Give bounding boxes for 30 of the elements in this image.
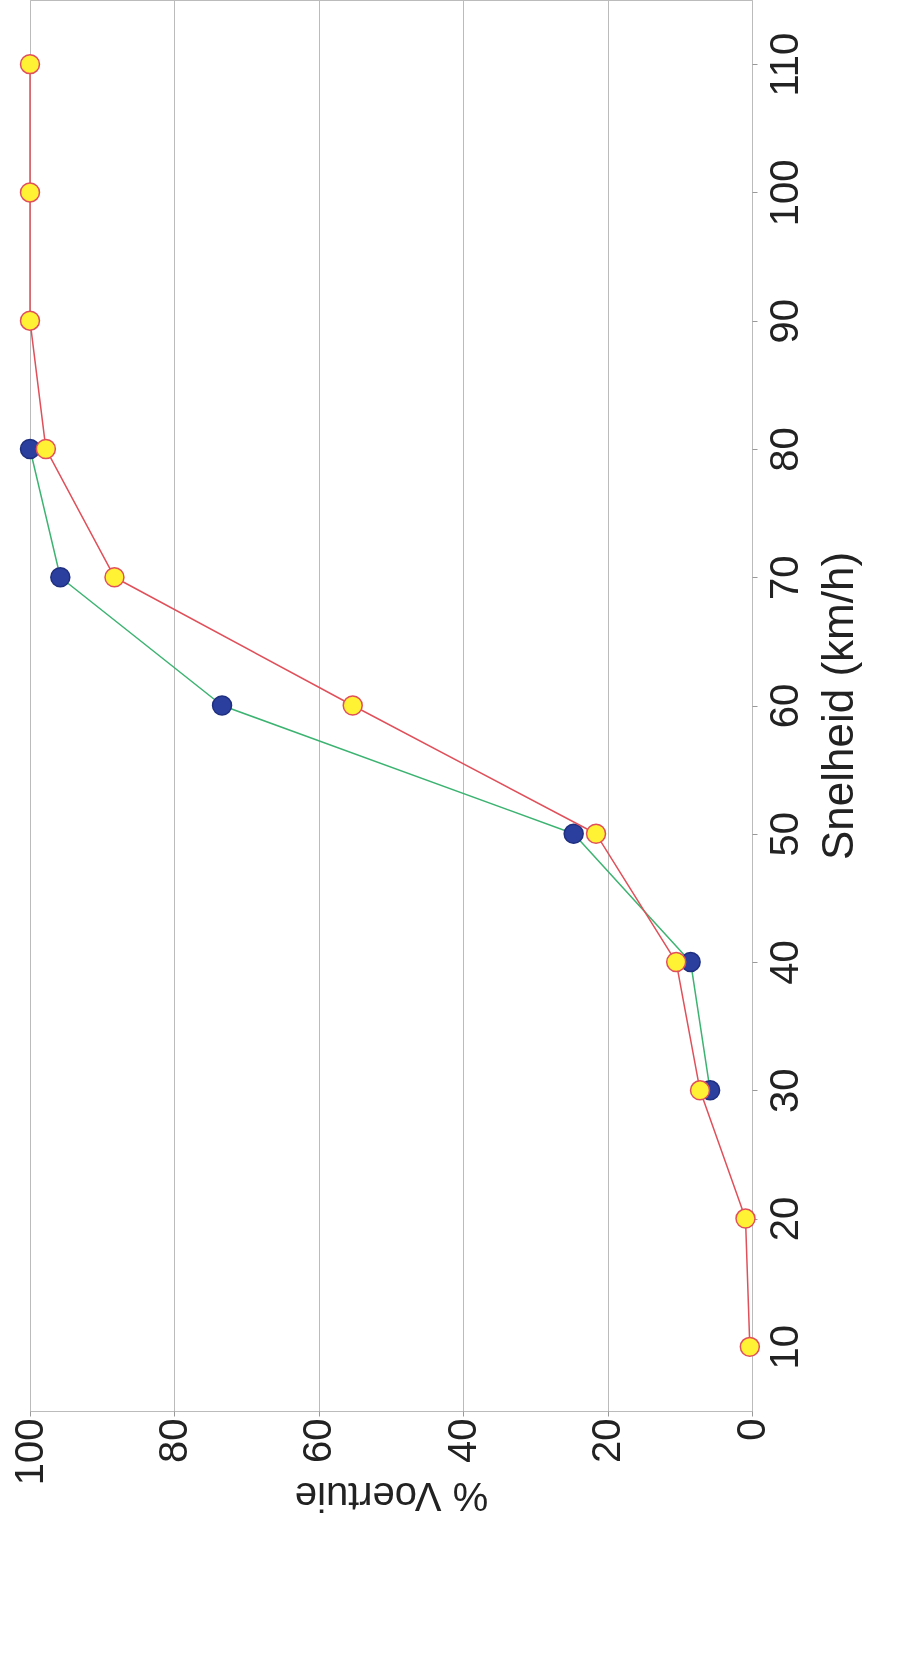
point (19, 310, 41, 331)
point (35, 438, 57, 460)
x-tick-label: 20 (584, 1418, 629, 1463)
x-tick-label: 60 (295, 1418, 340, 1463)
y-tick-label: 110 (761, 32, 806, 97)
point (19, 182, 41, 203)
y-axis-title: Snelheid (km/h) (812, 551, 862, 861)
point (104, 567, 125, 588)
point (19, 53, 41, 75)
point (739, 1336, 761, 1358)
x-tick-label: 80 (150, 1418, 195, 1463)
x-tick-label: 100 (6, 1418, 51, 1486)
x-tick-label: 0 (728, 1418, 773, 1441)
point (585, 823, 607, 844)
y-tick-label: 60 (761, 683, 806, 729)
y-tick-label: 50 (761, 812, 806, 857)
x-tick-label: 40 (439, 1418, 484, 1463)
y-tick-label: 70 (761, 555, 806, 600)
point (342, 695, 363, 716)
point (735, 1208, 756, 1229)
y-tick-label: 90 (761, 298, 806, 344)
x-axis-title: % Voertuie (294, 1475, 489, 1520)
point (665, 951, 687, 973)
y-tick-label: 30 (761, 1068, 806, 1114)
y-tick-label: 40 (761, 940, 806, 985)
y-tick-label: 10 (761, 1325, 806, 1370)
point (689, 1080, 711, 1101)
y-tick-label: 20 (761, 1196, 806, 1242)
y-tick-label: 100 (761, 159, 806, 227)
y-tick-label: 80 (761, 427, 806, 472)
